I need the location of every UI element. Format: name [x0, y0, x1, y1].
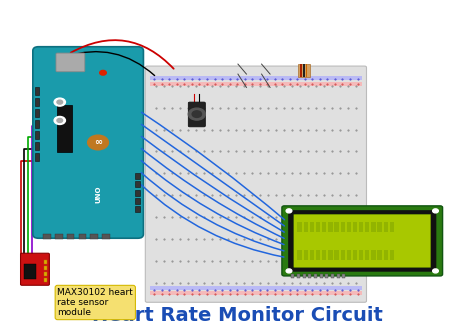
Circle shape [433, 209, 438, 213]
Bar [365, 250, 369, 260]
Bar [150, 82, 362, 86]
Bar [377, 222, 382, 231]
Bar [301, 64, 302, 77]
Bar [35, 153, 39, 161]
Bar [57, 105, 72, 152]
FancyBboxPatch shape [294, 214, 431, 268]
Circle shape [188, 108, 205, 120]
Circle shape [57, 119, 63, 123]
Bar [353, 250, 357, 260]
Bar [135, 190, 140, 196]
Bar [35, 142, 39, 150]
FancyBboxPatch shape [33, 47, 144, 238]
Bar [306, 64, 308, 77]
Bar [55, 234, 63, 239]
Bar [43, 234, 51, 239]
Bar [322, 250, 327, 260]
Bar [390, 222, 394, 231]
Bar [298, 250, 302, 260]
FancyBboxPatch shape [146, 66, 366, 302]
FancyBboxPatch shape [56, 53, 85, 72]
Text: MAX30102 heart
rate sensor
module: MAX30102 heart rate sensor module [57, 288, 133, 317]
Bar [44, 266, 47, 270]
Circle shape [192, 111, 201, 118]
Text: Heart Rate Monitor Circuit: Heart Rate Monitor Circuit [91, 307, 383, 326]
Circle shape [54, 98, 65, 106]
Bar [297, 274, 300, 278]
Bar [390, 250, 394, 260]
Bar [150, 291, 362, 295]
Text: ∞: ∞ [94, 137, 102, 147]
Bar [310, 222, 314, 231]
Bar [371, 250, 375, 260]
Bar [331, 274, 334, 278]
Bar [35, 87, 39, 95]
Bar [135, 173, 140, 179]
Circle shape [57, 100, 63, 104]
Bar [316, 250, 320, 260]
Bar [365, 222, 369, 231]
Bar [334, 222, 338, 231]
Bar [35, 110, 39, 117]
Bar [150, 286, 362, 290]
Bar [340, 250, 345, 260]
Bar [304, 222, 308, 231]
Bar [292, 274, 294, 278]
Circle shape [286, 209, 292, 213]
Bar [383, 250, 388, 260]
Bar [328, 222, 333, 231]
Bar [44, 278, 47, 282]
Text: UNO: UNO [95, 185, 101, 203]
Bar [102, 234, 110, 239]
Bar [44, 272, 47, 276]
Bar [79, 234, 86, 239]
Bar [35, 98, 39, 106]
Circle shape [286, 269, 292, 273]
Bar [67, 234, 74, 239]
Bar [319, 274, 322, 278]
Bar [322, 222, 327, 231]
Circle shape [100, 70, 106, 75]
Bar [314, 274, 317, 278]
FancyBboxPatch shape [282, 206, 443, 276]
Bar [298, 222, 302, 231]
Bar [135, 181, 140, 187]
Bar [309, 274, 311, 278]
Bar [377, 250, 382, 260]
Bar [35, 131, 39, 139]
Bar [310, 250, 314, 260]
Bar [303, 64, 305, 77]
Bar [359, 222, 363, 231]
Bar [346, 250, 351, 260]
Bar [371, 222, 375, 231]
Bar [303, 274, 306, 278]
Bar [44, 260, 47, 264]
Bar [135, 198, 140, 204]
Bar [325, 274, 328, 278]
Bar [337, 274, 339, 278]
Bar [340, 222, 345, 231]
Bar [135, 206, 140, 212]
Circle shape [433, 269, 438, 273]
Bar [150, 76, 362, 80]
Bar [91, 234, 98, 239]
Bar [383, 222, 388, 231]
Bar [334, 250, 338, 260]
Bar [304, 250, 308, 260]
Bar [353, 222, 357, 231]
FancyBboxPatch shape [20, 253, 49, 285]
Bar [316, 222, 320, 231]
Bar [24, 264, 36, 279]
Bar [342, 274, 345, 278]
Bar [328, 250, 333, 260]
FancyBboxPatch shape [289, 210, 436, 271]
FancyBboxPatch shape [188, 102, 205, 127]
Circle shape [54, 117, 65, 125]
Circle shape [88, 135, 109, 150]
Bar [346, 222, 351, 231]
Bar [359, 250, 363, 260]
Bar [299, 64, 310, 77]
Bar [35, 121, 39, 128]
